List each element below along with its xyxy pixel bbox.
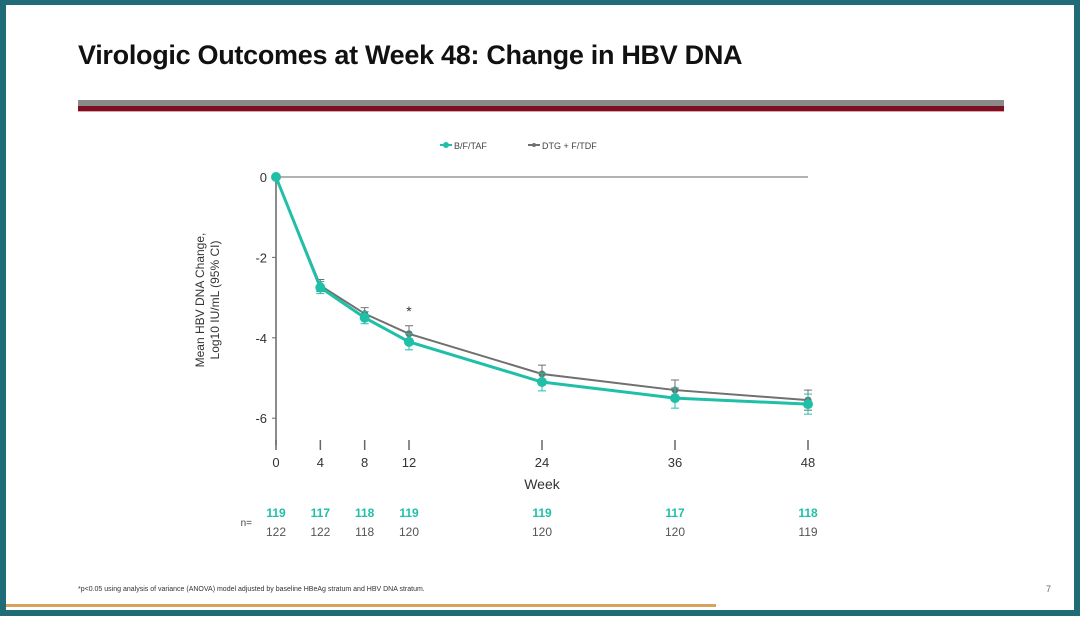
y-tick-label: -4 — [255, 331, 267, 346]
page-number: 7 — [1046, 584, 1052, 594]
n-dtg: 120 — [665, 525, 685, 539]
n-dtg: 122 — [310, 525, 330, 539]
legend-marker-1 — [532, 143, 536, 147]
data-point-bftaf — [271, 172, 281, 182]
y-axis-label-line2: Log10 IU/mL (95% CI) — [208, 241, 222, 360]
n-dtg: 119 — [798, 525, 817, 539]
x-tick-label: 12 — [402, 455, 416, 470]
slide-title: Virologic Outcomes at Week 48: Change in… — [78, 40, 743, 70]
data-point-bftaf — [404, 336, 414, 347]
n-bftaf: 118 — [798, 506, 818, 520]
y-tick-label: -6 — [255, 411, 267, 426]
n-bftaf: 117 — [311, 506, 331, 520]
n-bftaf: 118 — [355, 506, 375, 520]
legend-marker-0 — [443, 142, 449, 148]
x-tick-label: 4 — [317, 455, 324, 470]
progress-bar — [6, 604, 716, 607]
data-point-bftaf — [537, 377, 547, 388]
n-label: n= — [241, 518, 253, 529]
n-dtg: 122 — [266, 525, 286, 539]
n-bftaf: 117 — [665, 506, 685, 520]
y-axis-label-line1: Mean HBV DNA Change, — [193, 233, 207, 368]
data-point-bftaf — [315, 282, 326, 293]
y-tick-label: 0 — [260, 170, 267, 185]
title-divider-red — [78, 106, 1004, 112]
n-bftaf: 119 — [532, 506, 552, 520]
footnote: *p<0.05 using analysis of variance (ANOV… — [78, 586, 425, 593]
legend-label-1: DTG + F/TDF — [542, 141, 597, 151]
x-axis-label: Week — [524, 476, 561, 492]
n-bftaf: 119 — [399, 506, 419, 520]
n-dtg: 120 — [532, 525, 552, 539]
n-dtg: 120 — [399, 525, 419, 539]
data-point-bftaf — [803, 399, 813, 410]
y-tick-label: -2 — [255, 250, 267, 265]
x-tick-label: 24 — [535, 455, 549, 470]
n-bftaf: 119 — [266, 506, 286, 520]
data-point-bftaf — [359, 312, 370, 323]
x-tick-label: 48 — [801, 455, 815, 470]
n-dtg: 118 — [355, 525, 374, 539]
x-tick-label: 0 — [272, 455, 279, 470]
legend-label-0: B/F/TAF — [454, 141, 487, 151]
x-tick-label: 36 — [668, 455, 682, 470]
x-tick-label: 8 — [361, 455, 368, 470]
title-divider-grey — [78, 100, 1004, 106]
data-point-bftaf — [670, 393, 680, 404]
significance-marker: * — [406, 303, 412, 319]
